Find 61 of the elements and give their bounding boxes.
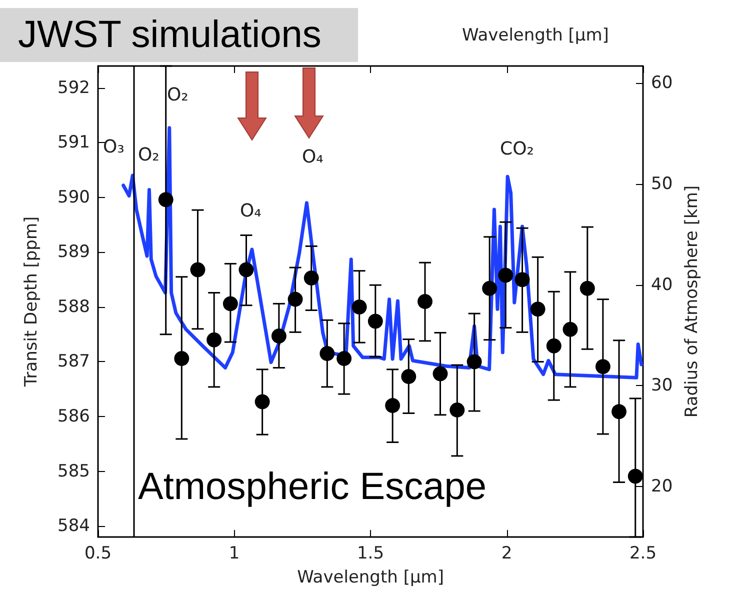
- point: [514, 272, 530, 288]
- y-tick-label: 584: [58, 516, 90, 536]
- point: [595, 359, 610, 374]
- point: [336, 350, 352, 366]
- x-tick-label: 2.5: [629, 544, 657, 564]
- point: [385, 398, 400, 414]
- point: [580, 280, 595, 296]
- point: [238, 262, 254, 278]
- point: [401, 369, 416, 384]
- point: [530, 302, 546, 317]
- point: [546, 338, 562, 354]
- point: [418, 294, 432, 309]
- x-tick-label: 2: [501, 544, 512, 564]
- point: [432, 366, 448, 382]
- point: [320, 346, 335, 362]
- y-tick-label: 592: [58, 78, 90, 98]
- point: [562, 322, 578, 337]
- point: [352, 299, 367, 314]
- annotation: O₄: [240, 200, 262, 222]
- point: [190, 262, 206, 278]
- y-tick-label: 588: [58, 296, 90, 317]
- y2-tick-label: 30: [651, 376, 673, 396]
- point: [498, 268, 514, 283]
- point: [466, 354, 482, 370]
- annotation: O₃: [103, 136, 124, 158]
- point: [206, 332, 222, 348]
- point: [271, 328, 286, 344]
- x-axis-title: Wavelength [μm]: [297, 568, 444, 588]
- point: [628, 468, 643, 484]
- y-tick-label: 589: [58, 242, 90, 262]
- annotation: O₄: [302, 146, 324, 168]
- y-tick-label: 587: [58, 352, 90, 372]
- x2-axis-title: Wavelength [μm]: [462, 26, 609, 46]
- annotation: Atmospheric Escape: [138, 466, 486, 508]
- point: [288, 292, 303, 307]
- y-tick-label: 585: [58, 461, 90, 482]
- point: [158, 192, 174, 208]
- point: [254, 394, 270, 410]
- x-tick-label: 1: [228, 544, 240, 564]
- point: [482, 280, 498, 296]
- point: [174, 350, 190, 366]
- y2-tick-label: 50: [651, 174, 673, 194]
- y-tick-label: 586: [58, 406, 90, 427]
- y2-tick-label: 20: [651, 476, 673, 497]
- y2-tick-label: 40: [651, 274, 673, 295]
- point: [304, 270, 319, 286]
- point: [450, 402, 465, 418]
- annotation: O₂: [138, 144, 160, 166]
- chart-title: JWST simulations: [18, 14, 322, 56]
- y-tick-label: 591: [58, 132, 90, 153]
- point: [222, 296, 238, 312]
- point: [368, 314, 383, 329]
- point: [612, 404, 627, 420]
- y-tick-label: 590: [58, 187, 90, 208]
- x-tick-label: 0.5: [84, 544, 112, 564]
- annotation: O₂: [167, 84, 188, 106]
- annotation: CO₂: [500, 138, 534, 160]
- y2-tick-label: 60: [651, 73, 673, 94]
- x-tick-label: 1.5: [356, 544, 384, 564]
- y-axis-title: Transit Depth [ppm]: [22, 216, 42, 388]
- y2-axis-title: Radius of Atmosphere [km]: [682, 185, 702, 418]
